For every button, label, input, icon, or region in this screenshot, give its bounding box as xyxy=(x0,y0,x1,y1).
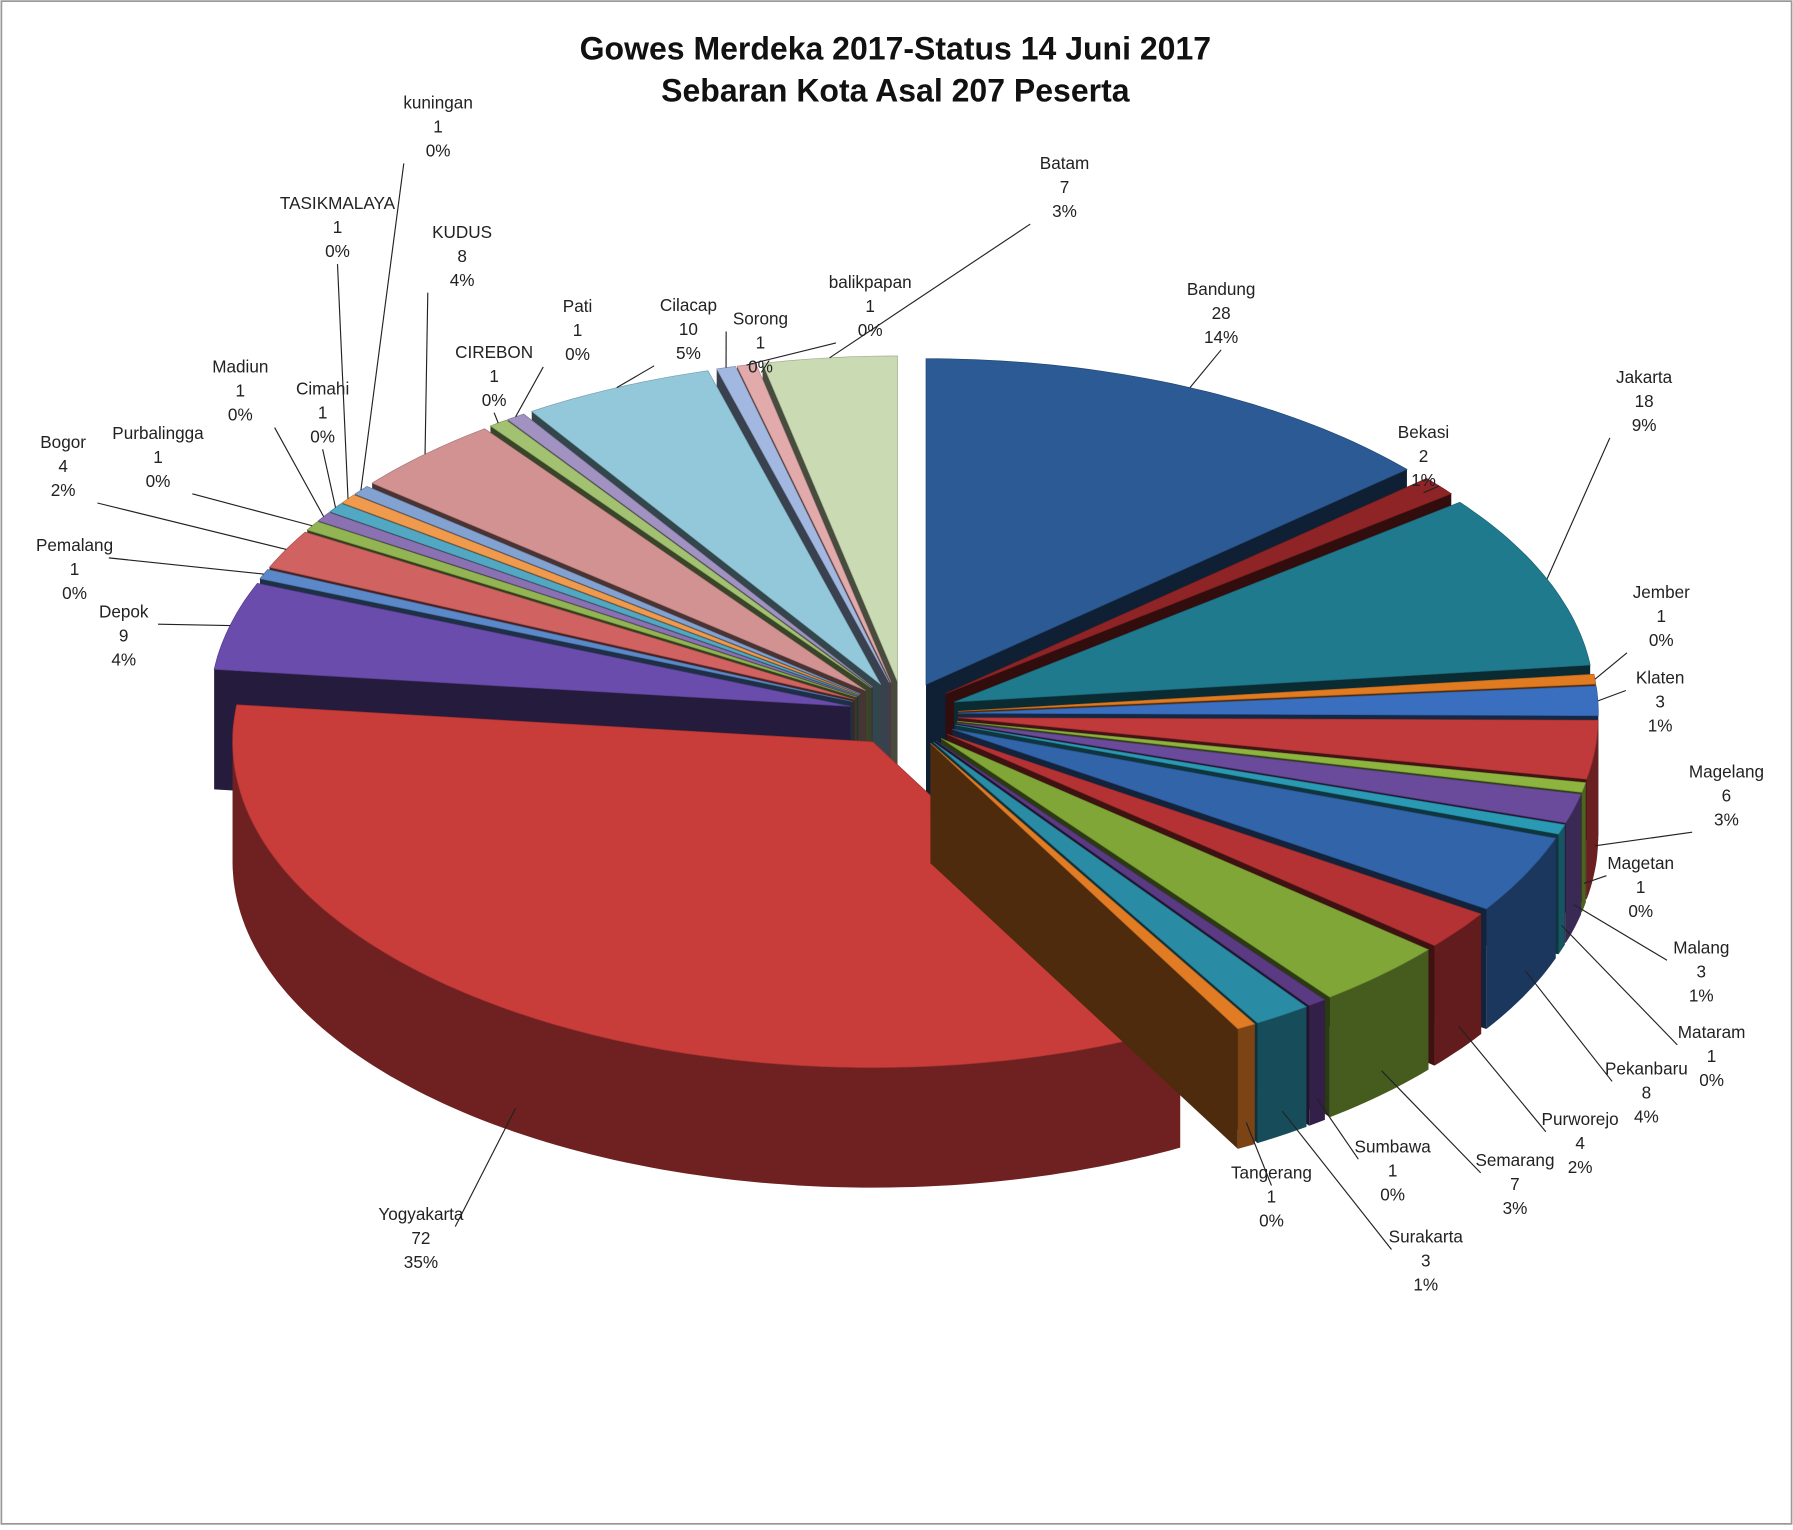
data-label-value: 1 xyxy=(70,559,80,579)
data-label-percent: 0% xyxy=(310,426,335,446)
slice-side xyxy=(1238,1024,1255,1149)
data-label-percent: 0% xyxy=(482,390,507,410)
data-label-name: Surakarta xyxy=(1389,1227,1464,1247)
data-label-value: 8 xyxy=(1642,1083,1652,1103)
data-label-name: Magelang xyxy=(1689,761,1764,781)
data-label-percent: 3% xyxy=(1503,1198,1528,1218)
data-label-value: 3 xyxy=(1655,692,1665,712)
slice-side xyxy=(1258,1007,1307,1143)
data-label-name: KUDUS xyxy=(432,222,492,242)
data-label-value: 72 xyxy=(411,1228,430,1248)
data-label-percent: 0% xyxy=(146,471,171,491)
data-label-value: 1 xyxy=(865,296,875,316)
data-label-value: 1 xyxy=(1267,1187,1277,1207)
data-label-name: Jakarta xyxy=(1616,367,1673,387)
data-label-percent: 0% xyxy=(1380,1184,1405,1204)
slice-side xyxy=(1582,783,1586,913)
data-label-value: 1 xyxy=(573,320,583,340)
data-label-value: 8 xyxy=(457,246,467,266)
data-label-name: Pemalang xyxy=(36,535,113,555)
data-label-name: Depok xyxy=(99,601,149,621)
data-label-value: 1 xyxy=(433,117,443,137)
data-label-value: 18 xyxy=(1635,391,1654,411)
data-label-percent: 35% xyxy=(404,1252,438,1272)
data-label-percent: 0% xyxy=(565,344,590,364)
data-label-value: 9 xyxy=(119,625,129,645)
data-label-percent: 3% xyxy=(1052,201,1077,221)
data-label-percent: 0% xyxy=(426,141,451,161)
data-label-name: Magetan xyxy=(1607,853,1674,873)
data-label-name: Purbalingga xyxy=(112,423,204,443)
data-label-name: Semarang xyxy=(1475,1150,1554,1170)
chart-subtitle: Sebaran Kota Asal 207 Peserta xyxy=(661,73,1130,109)
data-label-percent: 0% xyxy=(228,405,253,425)
data-label-value: 4 xyxy=(58,456,68,476)
data-label-value: 4 xyxy=(1575,1133,1585,1153)
data-label-name: Bandung xyxy=(1187,279,1256,299)
chart-title: Gowes Merdeka 2017-Status 14 Juni 2017 xyxy=(580,30,1211,66)
data-label-name: balikpapan xyxy=(829,272,912,292)
data-label-value: 1 xyxy=(1707,1046,1717,1066)
data-label-name: CIREBON xyxy=(455,342,533,362)
data-label-value: 2 xyxy=(1419,446,1429,466)
data-label-value: 7 xyxy=(1510,1174,1520,1194)
data-label-percent: 9% xyxy=(1632,415,1657,435)
data-label-percent: 1% xyxy=(1648,716,1673,736)
data-label-percent: 3% xyxy=(1714,809,1739,829)
data-label-value: 1 xyxy=(756,333,766,353)
data-label-percent: 0% xyxy=(1259,1211,1284,1231)
data-label-percent: 0% xyxy=(325,241,350,261)
data-label-percent: 2% xyxy=(51,480,76,500)
data-label-name: Pekanbaru xyxy=(1605,1059,1688,1079)
data-label-value: 1 xyxy=(153,447,163,467)
data-label-percent: 1% xyxy=(1411,470,1436,490)
data-label-percent: 0% xyxy=(1699,1070,1724,1090)
data-label-value: 28 xyxy=(1212,303,1231,323)
data-label-value: 1 xyxy=(318,402,328,422)
data-label-percent: 0% xyxy=(1628,901,1653,921)
data-label-name: Bekasi xyxy=(1398,422,1449,442)
data-label-percent: 1% xyxy=(1689,985,1714,1005)
data-label-name: Sorong xyxy=(733,309,788,329)
data-label-percent: 4% xyxy=(1634,1107,1659,1127)
data-label-value: 1 xyxy=(236,381,246,401)
data-label-value: 1 xyxy=(489,366,499,386)
data-label-name: kuningan xyxy=(403,93,473,113)
data-label-name: Malang xyxy=(1673,937,1729,957)
data-label-name: Pati xyxy=(563,296,593,316)
data-label-percent: 0% xyxy=(62,583,87,603)
data-label-value: 1 xyxy=(1657,606,1667,626)
data-label-name: Sumbawa xyxy=(1355,1136,1432,1156)
data-label-name: Cilacap xyxy=(660,295,717,315)
data-label-value: 1 xyxy=(333,217,343,237)
data-label-value: 1 xyxy=(1388,1160,1398,1180)
data-label-percent: 14% xyxy=(1204,327,1238,347)
data-label-value: 1 xyxy=(1636,877,1646,897)
data-label-name: Batam xyxy=(1040,153,1090,173)
data-label-value: 6 xyxy=(1722,785,1732,805)
data-label-percent: 4% xyxy=(111,649,136,669)
data-label-value: 3 xyxy=(1697,961,1707,981)
data-label-name: Mataram xyxy=(1678,1022,1746,1042)
slice-side xyxy=(1559,825,1565,954)
data-label-name: TASIKMALAYA xyxy=(280,193,396,213)
data-label-percent: 1% xyxy=(1413,1275,1438,1295)
data-label-percent: 2% xyxy=(1568,1157,1593,1177)
data-label-name: Madiun xyxy=(212,357,268,377)
data-label-name: Jember xyxy=(1633,582,1690,602)
data-label-percent: 4% xyxy=(450,270,475,290)
data-label-name: Purworejo xyxy=(1542,1109,1619,1129)
data-label-value: 10 xyxy=(679,319,698,339)
data-label-percent: 0% xyxy=(1649,630,1674,650)
data-label-percent: 5% xyxy=(676,343,701,363)
data-label-name: Bogor xyxy=(40,432,86,452)
data-label-name: Cimahi xyxy=(296,378,349,398)
data-label-name: Klaten xyxy=(1636,668,1685,688)
data-label-name: Yogyakarta xyxy=(378,1204,464,1224)
data-label-value: 3 xyxy=(1421,1251,1431,1271)
data-label-name: Tangerang xyxy=(1231,1163,1312,1183)
data-label-value: 7 xyxy=(1060,177,1070,197)
